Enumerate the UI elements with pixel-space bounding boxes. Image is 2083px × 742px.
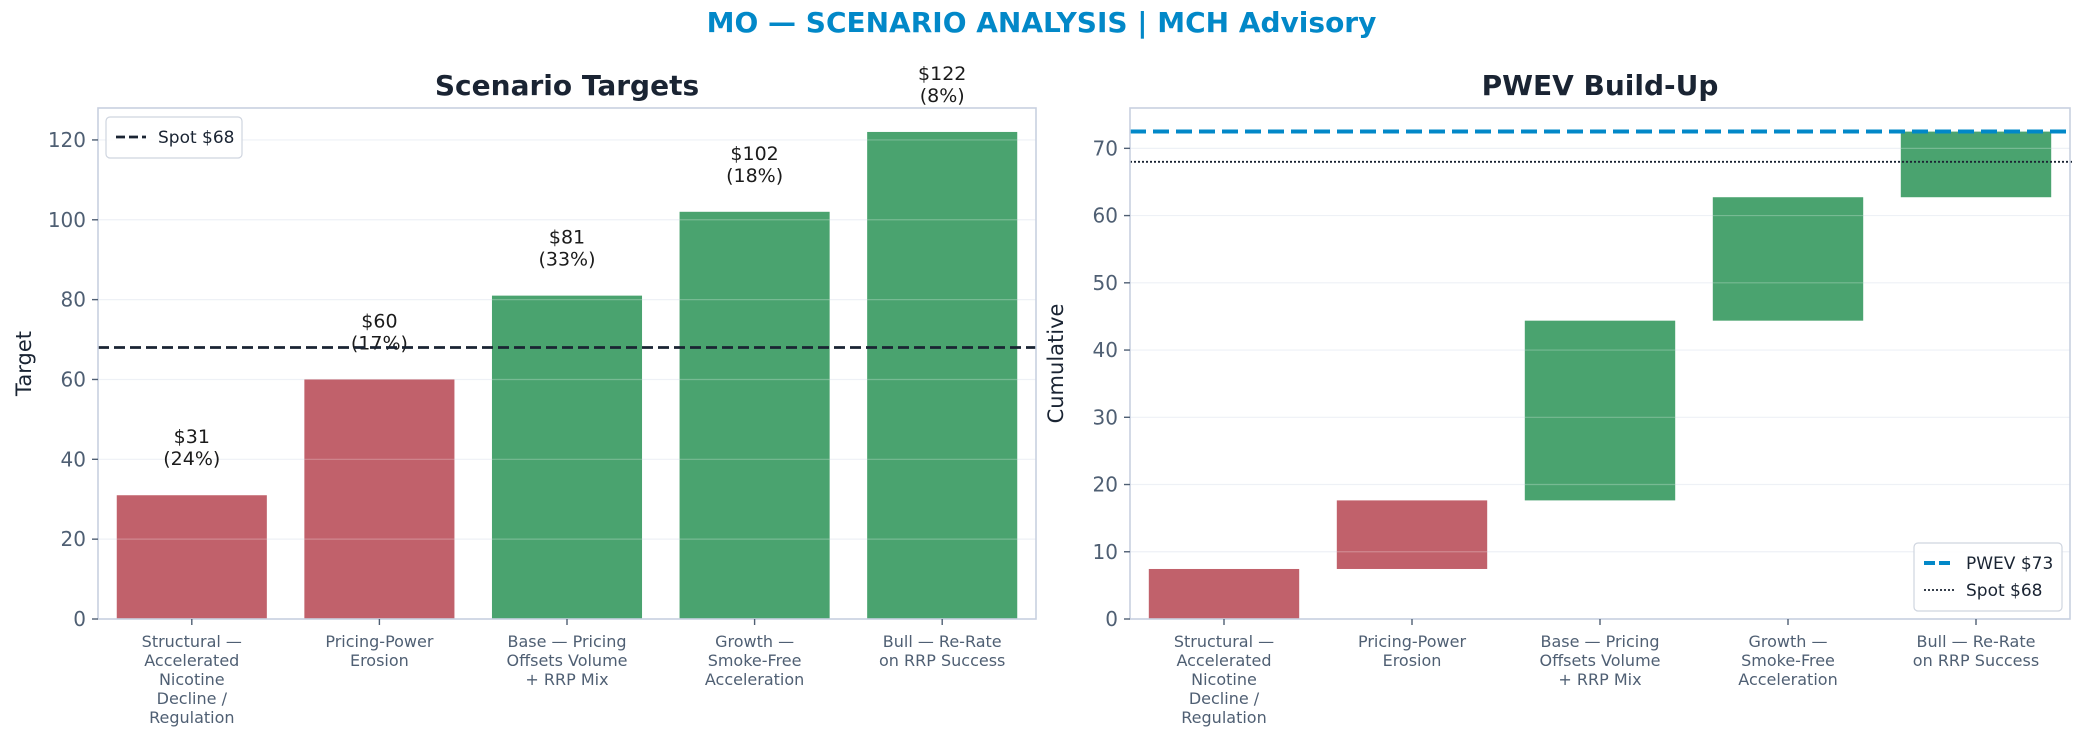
figure-title: MO — SCENARIO ANALYSIS | MCH Advisory bbox=[706, 6, 1377, 39]
y-tick-label: 70 bbox=[1093, 136, 1118, 160]
x-tick-label: Base — Pricing bbox=[1540, 632, 1659, 651]
data-label: $102 bbox=[730, 143, 778, 165]
data-label: $60 bbox=[361, 310, 397, 332]
legend-box bbox=[1913, 542, 2063, 612]
bar bbox=[1900, 131, 2052, 198]
x-tick-label: Pricing-Power bbox=[1358, 632, 1467, 651]
y-tick-label: 20 bbox=[1093, 473, 1118, 497]
legend-box bbox=[105, 116, 243, 159]
x-tick-label: Growth — bbox=[715, 632, 794, 651]
y-tick-label: 30 bbox=[1093, 405, 1118, 429]
bar bbox=[1148, 568, 1300, 619]
x-tick-label: Regulation bbox=[149, 708, 234, 727]
x-tick-label: Accelerated bbox=[144, 651, 239, 670]
x-tick-label: Bull — Re-Rate bbox=[1917, 632, 2036, 651]
bar bbox=[679, 211, 830, 619]
bar bbox=[491, 295, 643, 619]
x-tick-label: Offsets Volume bbox=[507, 651, 628, 670]
x-tick-label: Nicotine bbox=[1191, 670, 1257, 689]
data-label: (33%) bbox=[538, 249, 595, 271]
x-tick-label: Accelerated bbox=[1176, 651, 1271, 670]
x-tick-label: Structural — bbox=[1174, 632, 1274, 651]
x-tick-label: Acceleration bbox=[1738, 670, 1837, 689]
y-axis-label: Target bbox=[12, 331, 36, 397]
data-label: $122 bbox=[918, 63, 966, 85]
x-tick-label: Erosion bbox=[1383, 651, 1442, 670]
bar bbox=[1524, 320, 1676, 501]
x-tick-label: on RRP Success bbox=[879, 651, 1005, 670]
y-tick-label: 80 bbox=[61, 288, 86, 312]
data-label: (17%) bbox=[351, 332, 408, 354]
x-tick-label: Growth — bbox=[1749, 632, 1828, 651]
x-tick-label: Pricing-Power bbox=[325, 632, 434, 651]
y-tick-label: 0 bbox=[73, 607, 86, 631]
y-tick-label: 40 bbox=[61, 447, 86, 471]
x-tick-label: + RRP Mix bbox=[525, 670, 608, 689]
y-tick-label: 20 bbox=[61, 527, 86, 551]
y-tick-label: 40 bbox=[1093, 338, 1118, 362]
legend-label: Spot $68 bbox=[158, 128, 235, 148]
bar bbox=[1336, 500, 1488, 569]
x-tick-label: Erosion bbox=[350, 651, 409, 670]
x-tick-label: Regulation bbox=[1181, 708, 1266, 727]
x-tick-label: Smoke-Free bbox=[1741, 651, 1835, 670]
y-axis-label: Cumulative bbox=[1044, 304, 1068, 424]
x-tick-label: Decline / bbox=[157, 689, 228, 708]
y-tick-label: 10 bbox=[1093, 540, 1118, 564]
y-tick-label: 0 bbox=[1105, 607, 1118, 631]
y-tick-label: 60 bbox=[61, 367, 86, 391]
y-tick-label: 120 bbox=[48, 128, 86, 152]
x-tick-label: on RRP Success bbox=[1913, 651, 2039, 670]
x-tick-label: Acceleration bbox=[705, 670, 804, 689]
x-tick-label: Smoke-Free bbox=[708, 651, 802, 670]
chart-title: PWEV Build-Up bbox=[1482, 69, 1719, 102]
y-tick-label: 100 bbox=[48, 208, 86, 232]
bar bbox=[116, 495, 267, 619]
x-tick-label: + RRP Mix bbox=[1558, 670, 1641, 689]
data-label: (8%) bbox=[920, 85, 965, 107]
data-label: (18%) bbox=[726, 165, 783, 187]
y-tick-label: 50 bbox=[1093, 271, 1118, 295]
data-label: (24%) bbox=[163, 448, 220, 470]
x-tick-label: Structural — bbox=[142, 632, 242, 651]
bar bbox=[867, 131, 1018, 619]
legend-label: Spot $68 bbox=[1966, 581, 2043, 601]
bar bbox=[304, 379, 455, 619]
legend-label: PWEV $73 bbox=[1966, 554, 2053, 574]
chart-title: Scenario Targets bbox=[435, 69, 699, 102]
x-tick-label: Nicotine bbox=[159, 670, 225, 689]
x-tick-label: Bull — Re-Rate bbox=[883, 632, 1002, 651]
x-tick-label: Offsets Volume bbox=[1540, 651, 1661, 670]
bar bbox=[1712, 197, 1864, 321]
data-label: $81 bbox=[549, 227, 585, 249]
data-label: $31 bbox=[174, 426, 210, 448]
x-tick-label: Base — Pricing bbox=[507, 632, 626, 651]
y-tick-label: 60 bbox=[1093, 204, 1118, 228]
x-tick-label: Decline / bbox=[1189, 689, 1260, 708]
